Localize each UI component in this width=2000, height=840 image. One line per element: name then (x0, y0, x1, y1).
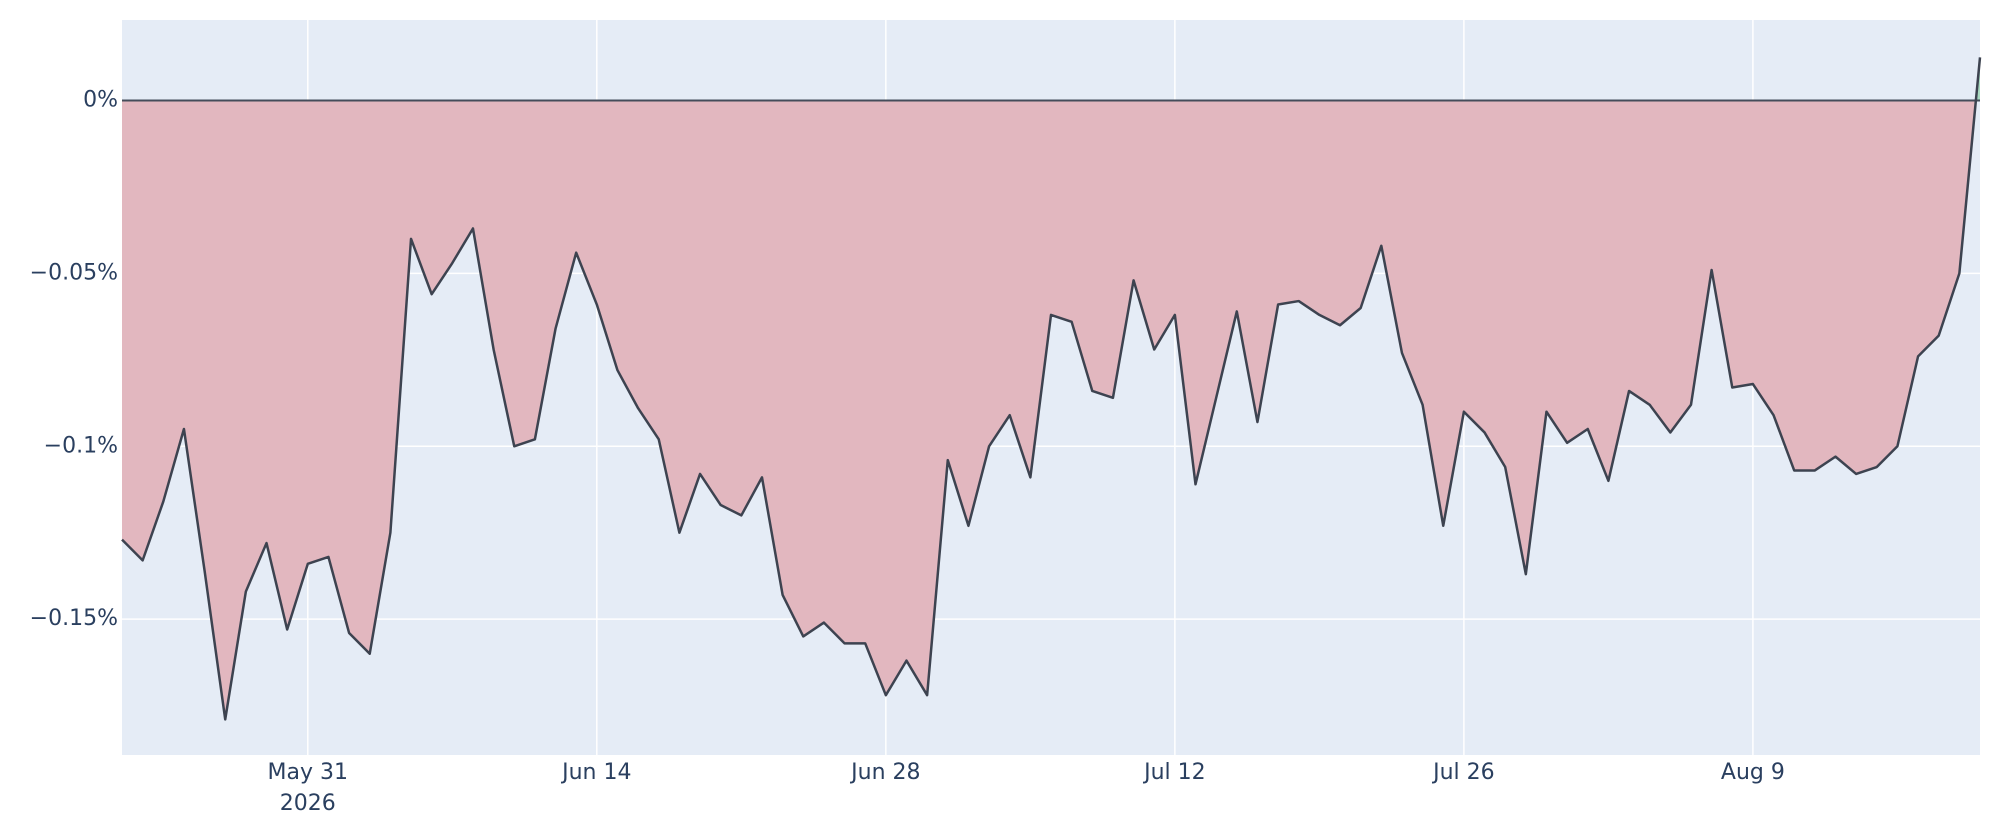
area-above (1975, 57, 1980, 101)
x-tick-label: Jun 14 (562, 760, 632, 785)
x-tick-label: Jun 28 (851, 760, 921, 785)
y-tick-label: 0% (83, 88, 118, 113)
x-tick-label: May 31 2026 (267, 760, 349, 816)
x-tick-label: Jul 12 (1144, 760, 1206, 785)
x-tick-label: Jul 26 (1433, 760, 1495, 785)
line (121, 57, 1982, 721)
area-below (122, 100, 1980, 720)
y-tick-label: −0.1% (44, 433, 118, 458)
y-tick-label: −0.05% (30, 260, 118, 285)
x-tick-label: Aug 9 (1720, 760, 1785, 785)
y-tick-label: −0.15% (30, 606, 118, 631)
